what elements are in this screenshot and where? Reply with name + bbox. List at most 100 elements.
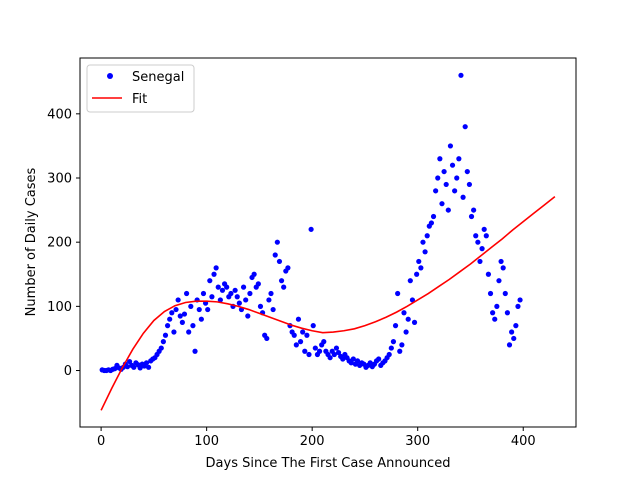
data-point-senegal	[209, 294, 215, 300]
data-point-senegal	[401, 310, 407, 316]
x-tick-label: 100	[194, 434, 219, 449]
data-point-senegal	[300, 329, 306, 335]
data-point-senegal	[473, 233, 479, 239]
data-point-senegal	[420, 239, 426, 245]
data-point-senegal	[386, 351, 392, 358]
data-point-senegal	[354, 358, 361, 364]
data-point-senegal	[487, 290, 494, 297]
data-point-senegal	[399, 342, 405, 348]
data-point-senegal	[297, 339, 304, 345]
data-point-senegal	[213, 265, 219, 271]
data-point-senegal	[306, 351, 312, 358]
data-point-senegal	[454, 175, 460, 181]
data-point-senegal	[274, 239, 280, 245]
data-point-senegal	[509, 329, 515, 335]
data-point-senegal	[485, 271, 492, 277]
data-point-senegal	[506, 342, 513, 348]
data-point-senegal	[198, 316, 204, 322]
data-point-senegal	[411, 319, 418, 325]
data-point-senegal	[293, 342, 299, 348]
legend-box	[86, 64, 195, 113]
data-point-senegal	[276, 258, 283, 265]
data-point-senegal	[243, 297, 249, 303]
legend: Senegal Fit	[86, 64, 195, 113]
data-point-senegal	[500, 265, 506, 271]
data-point-senegal	[240, 284, 247, 290]
data-point-senegal	[196, 306, 202, 313]
data-point-senegal	[392, 323, 399, 329]
data-point-senegal	[335, 349, 342, 356]
data-point-senegal	[333, 345, 340, 351]
y-tick-label: 100	[47, 300, 72, 315]
data-point-senegal	[160, 339, 166, 345]
data-point-senegal	[403, 329, 409, 335]
data-point-senegal	[437, 156, 443, 162]
data-point-senegal	[458, 72, 464, 78]
y-axis-label: Number of Daily Cases	[24, 167, 39, 316]
data-point-senegal	[460, 194, 466, 200]
data-point-senegal	[228, 290, 234, 297]
data-point-senegal	[245, 313, 251, 319]
data-point-senegal	[397, 348, 403, 354]
x-tick-label: 300	[405, 434, 430, 449]
data-point-senegal	[234, 294, 240, 300]
y-axis: 0 100 200 300 400	[47, 107, 80, 379]
data-point-senegal	[452, 188, 458, 194]
data-point-senegal	[494, 303, 500, 309]
data-point-senegal	[251, 271, 257, 277]
data-point-senegal	[164, 323, 171, 329]
data-point-senegal	[515, 303, 521, 309]
data-point-senegal	[183, 290, 190, 297]
data-point-senegal	[462, 124, 468, 130]
data-point-senegal	[186, 329, 192, 335]
legend-label-fit: Fit	[132, 92, 147, 107]
data-point-senegal	[190, 323, 196, 329]
data-point-senegal	[456, 156, 462, 162]
data-point-senegal	[466, 181, 473, 188]
data-point-senegal	[477, 258, 483, 265]
data-point-senegal	[504, 310, 510, 316]
data-point-senegal	[430, 213, 437, 220]
data-point-senegal	[340, 356, 346, 362]
data-point-senegal	[517, 297, 523, 303]
plot-area	[99, 72, 556, 411]
data-point-senegal	[464, 168, 470, 175]
data-point-senegal	[422, 249, 428, 255]
y-tick-label: 400	[47, 107, 72, 122]
data-point-senegal	[188, 303, 194, 309]
data-point-senegal	[390, 339, 397, 345]
data-point-senegal	[308, 226, 314, 232]
data-point-senegal	[424, 233, 430, 239]
x-tick-label: 0	[97, 434, 105, 449]
x-tick-label: 200	[300, 434, 325, 449]
data-point-senegal	[211, 271, 217, 277]
data-point-senegal	[312, 345, 318, 351]
data-point-senegal	[439, 201, 445, 207]
data-point-senegal	[428, 220, 435, 226]
data-point-senegal	[502, 290, 508, 297]
data-point-senegal	[388, 345, 394, 351]
y-tick-label: 200	[47, 236, 72, 251]
data-point-senegal	[137, 365, 143, 371]
data-point-senegal	[169, 310, 175, 316]
data-point-senegal	[255, 281, 261, 287]
data-point-senegal	[291, 332, 297, 338]
data-point-senegal	[247, 290, 253, 297]
data-point-senegal	[192, 348, 198, 354]
data-point-senegal	[310, 323, 316, 329]
data-point-senegal	[217, 297, 223, 303]
data-point-senegal	[205, 306, 211, 313]
data-point-senegal	[376, 356, 382, 362]
data-point-senegal	[302, 348, 308, 354]
data-point-senegal	[232, 287, 238, 293]
data-point-senegal	[481, 226, 487, 232]
data-point-senegal	[498, 258, 504, 265]
data-point-senegal	[171, 329, 177, 335]
data-point-senegal	[175, 297, 181, 303]
data-point-senegal	[348, 360, 354, 366]
data-point-senegal	[264, 335, 270, 342]
data-point-senegal	[418, 265, 424, 271]
data-point-senegal	[272, 252, 278, 258]
data-point-senegal	[447, 143, 454, 149]
